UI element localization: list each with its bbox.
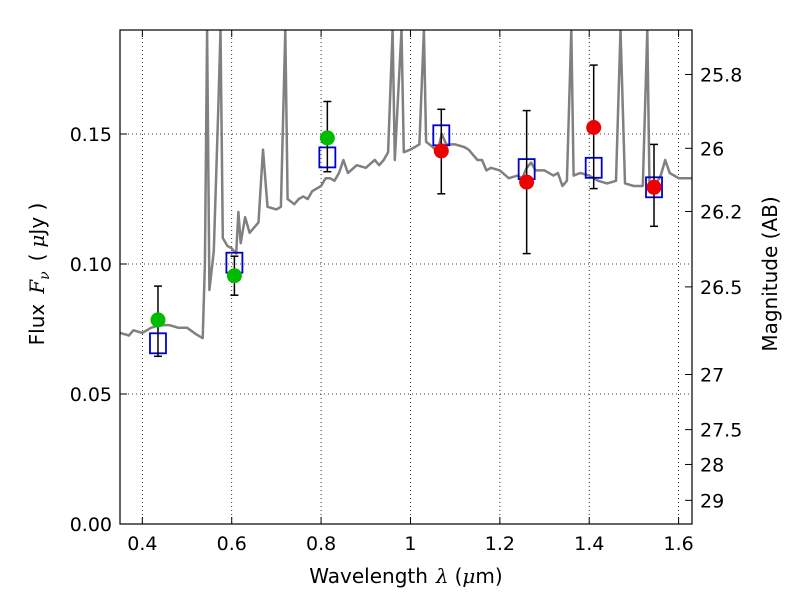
data-point-marker (433, 143, 449, 159)
x-tick-label: 1.4 (574, 533, 604, 555)
y2-axis-label: Magnitude (AB) (758, 196, 782, 351)
data-point-marker (150, 312, 166, 328)
data-point-marker (319, 130, 335, 146)
y-tick-label: 0.10 (70, 254, 112, 276)
spectrum-line (120, 30, 692, 340)
x-tick-label: 0.6 (217, 533, 247, 555)
y-tick-label: 0.15 (70, 124, 112, 146)
x-tick-label: 1.2 (485, 533, 515, 555)
y2-tick-label: 25.8 (700, 64, 742, 86)
data-point-marker (586, 120, 602, 135)
plot-frame (119, 29, 693, 525)
x-tick-label: 1 (404, 533, 416, 555)
y-tick-label: 0.00 (70, 514, 112, 536)
data-point-marker (226, 268, 242, 284)
axis-ticks: 0.4 0.6 0.8 1 1.2 1.4 1.6 0.00 0.05 0.10 0.15 25.8 2… (70, 30, 742, 555)
x-tick-label: 0.4 (127, 533, 157, 555)
y2-tick-label: 27 (700, 365, 724, 387)
y2-tick-label: 26 (700, 138, 724, 160)
x-axis-label: Wavelength λ (μm) (309, 564, 502, 588)
y2-tick-label: 28 (700, 454, 724, 476)
data-point-marker (646, 179, 662, 195)
model-spectrum (120, 30, 692, 340)
y2-tick-label: 29 (700, 490, 724, 512)
y2-tick-label: 26.2 (700, 201, 742, 223)
y2-tick-label: 27.5 (700, 420, 742, 442)
x-tick-label: 0.8 (306, 533, 336, 555)
data-point-marker (519, 174, 535, 190)
y-tick-label: 0.05 (70, 384, 112, 406)
x-tick-label: 1.6 (663, 533, 693, 555)
y-axis-label: FluxFν(μJy ) (25, 203, 53, 346)
photometry-markers (149, 64, 663, 358)
y2-tick-label: 26.5 (700, 277, 742, 299)
